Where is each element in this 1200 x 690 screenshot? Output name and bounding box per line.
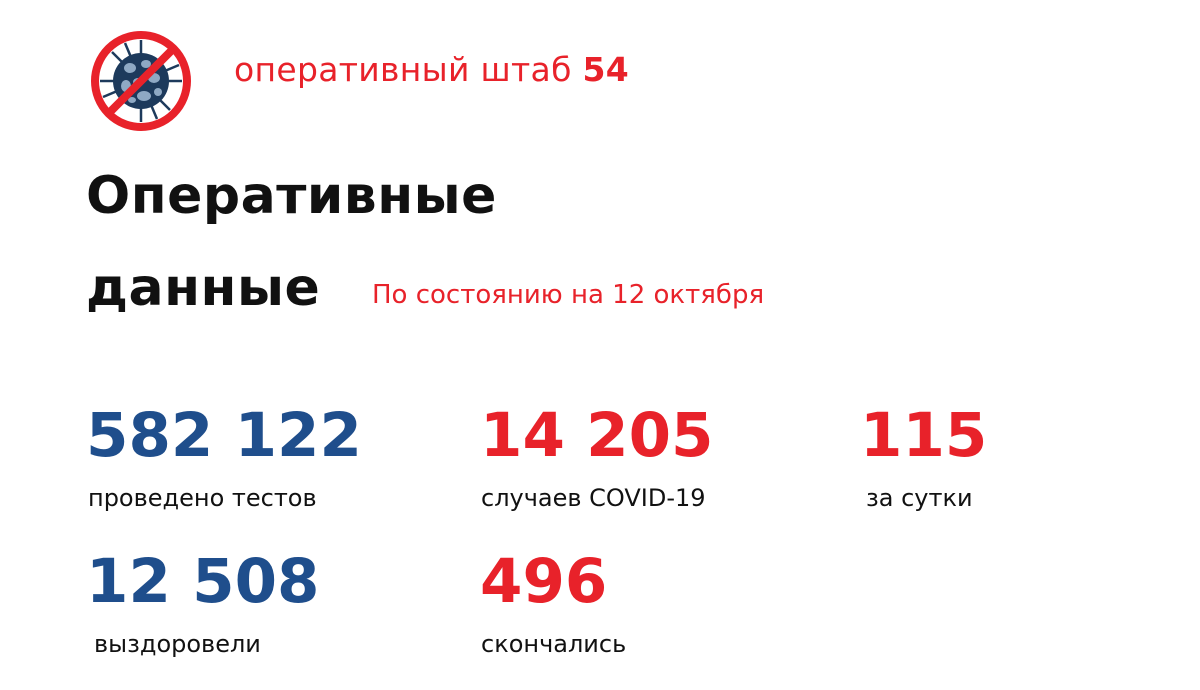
page-title-line1: Оперативные [86, 166, 497, 226]
tests-label: проведено тестов [88, 484, 317, 512]
brand-text: оперативный штаб [234, 50, 572, 89]
recovered-label: выздоровели [94, 630, 261, 658]
daily-value: 115 [860, 400, 988, 471]
date-label: По состоянию на 12 октября [372, 280, 765, 310]
daily-label: за сутки [866, 484, 973, 512]
recovered-value: 12 508 [86, 546, 320, 617]
no-virus-icon [91, 31, 191, 131]
tests-value: 582 122 [86, 400, 362, 471]
deaths-value: 496 [480, 546, 608, 617]
brand-number: 54 [582, 50, 630, 89]
brand-title: оперативный штаб 54 [234, 50, 629, 89]
cases-value: 14 205 [480, 400, 714, 471]
deaths-label: скончались [481, 630, 627, 658]
cases-label: случаев COVID-19 [481, 484, 706, 512]
page-title-line2: данные [86, 258, 321, 318]
